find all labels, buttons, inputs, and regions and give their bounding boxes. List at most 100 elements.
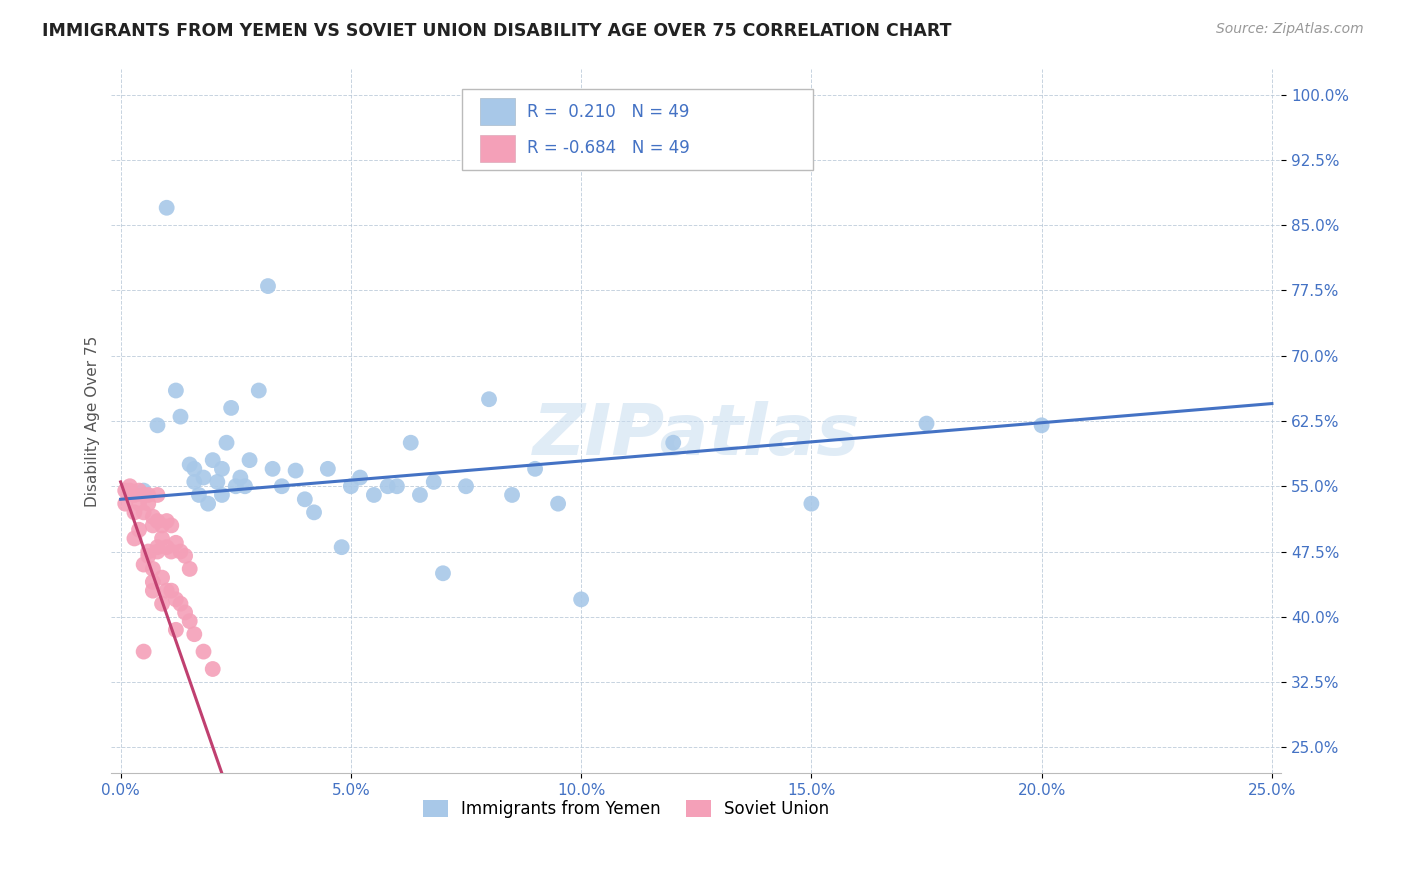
Text: IMMIGRANTS FROM YEMEN VS SOVIET UNION DISABILITY AGE OVER 75 CORRELATION CHART: IMMIGRANTS FROM YEMEN VS SOVIET UNION DI…: [42, 22, 952, 40]
Text: Source: ZipAtlas.com: Source: ZipAtlas.com: [1216, 22, 1364, 37]
Point: [136, 488, 159, 502]
Point: [330, 540, 353, 554]
Point: [124, 488, 146, 502]
Point: [187, 488, 209, 502]
Point: [197, 497, 219, 511]
Point: [238, 453, 260, 467]
Point: [169, 544, 191, 558]
Point: [316, 462, 339, 476]
Point: [501, 488, 523, 502]
Point: [302, 505, 325, 519]
Point: [363, 488, 385, 502]
Point: [150, 571, 173, 585]
Point: [146, 540, 169, 554]
Point: [114, 497, 136, 511]
Point: [160, 518, 183, 533]
Point: [160, 544, 183, 558]
Point: [160, 583, 183, 598]
Point: [211, 488, 233, 502]
Point: [201, 662, 224, 676]
Point: [478, 392, 501, 407]
Point: [124, 505, 146, 519]
Point: [132, 558, 155, 572]
Point: [569, 592, 592, 607]
Point: [247, 384, 270, 398]
Point: [800, 497, 823, 511]
Point: [142, 583, 165, 598]
Text: ZIPatlas: ZIPatlas: [533, 401, 860, 469]
Point: [349, 470, 371, 484]
Point: [211, 462, 233, 476]
Point: [146, 514, 169, 528]
Point: [150, 518, 173, 533]
Point: [385, 479, 408, 493]
Point: [432, 566, 454, 581]
Point: [340, 479, 363, 493]
Point: [150, 532, 173, 546]
Point: [124, 532, 146, 546]
Point: [284, 464, 307, 478]
Point: [169, 597, 191, 611]
Point: [399, 435, 422, 450]
Point: [128, 497, 150, 511]
Point: [183, 462, 205, 476]
Point: [662, 435, 685, 450]
Point: [179, 614, 201, 628]
Point: [142, 509, 165, 524]
Legend: Immigrants from Yemen, Soviet Union: Immigrants from Yemen, Soviet Union: [416, 794, 837, 825]
FancyBboxPatch shape: [479, 98, 515, 125]
Point: [454, 479, 477, 493]
Point: [165, 536, 187, 550]
Point: [524, 462, 547, 476]
Point: [193, 470, 215, 484]
FancyBboxPatch shape: [479, 135, 515, 161]
Point: [136, 544, 159, 558]
Point: [207, 475, 229, 489]
Point: [150, 597, 173, 611]
FancyBboxPatch shape: [463, 89, 813, 170]
Point: [179, 562, 201, 576]
Point: [132, 483, 155, 498]
Point: [183, 627, 205, 641]
Point: [262, 462, 284, 476]
Y-axis label: Disability Age Over 75: Disability Age Over 75: [86, 335, 100, 507]
Point: [128, 483, 150, 498]
Point: [229, 470, 252, 484]
Text: R = -0.684   N = 49: R = -0.684 N = 49: [527, 139, 689, 157]
Point: [179, 458, 201, 472]
Point: [219, 401, 242, 415]
Text: R =  0.210   N = 49: R = 0.210 N = 49: [527, 103, 689, 120]
Point: [169, 409, 191, 424]
Point: [183, 475, 205, 489]
Point: [146, 544, 169, 558]
Point: [915, 417, 938, 431]
Point: [156, 201, 179, 215]
Point: [174, 549, 197, 563]
Point: [377, 479, 399, 493]
Point: [174, 606, 197, 620]
Point: [114, 483, 136, 498]
Point: [294, 492, 316, 507]
Point: [156, 583, 179, 598]
Point: [165, 384, 187, 398]
Point: [547, 497, 569, 511]
Point: [215, 435, 238, 450]
Point: [270, 479, 292, 493]
Point: [132, 505, 155, 519]
Point: [156, 540, 179, 554]
Point: [257, 279, 280, 293]
Point: [225, 479, 247, 493]
Point: [193, 644, 215, 658]
Point: [142, 574, 165, 589]
Point: [165, 592, 187, 607]
Point: [118, 483, 141, 498]
Point: [128, 523, 150, 537]
Point: [142, 562, 165, 576]
Point: [233, 479, 256, 493]
Point: [146, 488, 169, 502]
Point: [142, 518, 165, 533]
Point: [409, 488, 432, 502]
Point: [118, 479, 141, 493]
Point: [423, 475, 446, 489]
Point: [146, 418, 169, 433]
